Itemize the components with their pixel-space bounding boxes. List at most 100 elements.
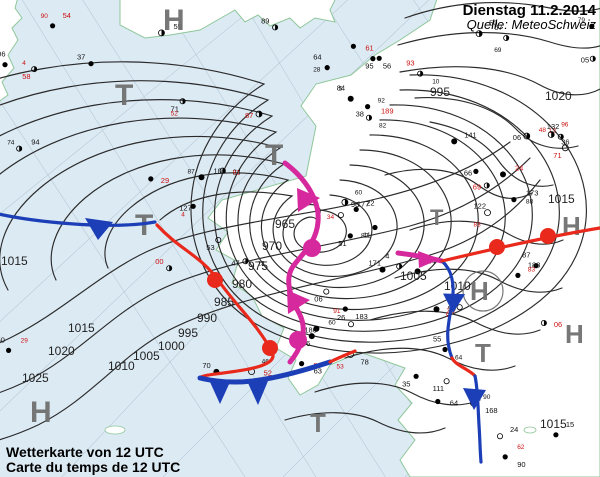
svg-text:26: 26 [337, 313, 345, 322]
svg-text:T: T [115, 79, 133, 112]
svg-text:141: 141 [464, 130, 477, 139]
svg-text:38: 38 [356, 110, 364, 119]
svg-text:66: 66 [464, 168, 472, 177]
svg-text:H: H [565, 319, 584, 349]
svg-text:1015: 1015 [540, 417, 567, 431]
svg-text:71: 71 [553, 151, 561, 160]
svg-text:70: 70 [202, 361, 210, 370]
svg-text:122: 122 [474, 202, 487, 211]
svg-text:58: 58 [22, 72, 30, 81]
svg-text:64: 64 [450, 399, 458, 408]
svg-text:56: 56 [383, 62, 391, 71]
svg-text:4: 4 [181, 211, 185, 218]
svg-text:88: 88 [526, 199, 534, 206]
svg-text:87: 87 [522, 251, 530, 260]
svg-text:995: 995 [430, 85, 450, 99]
svg-text:34: 34 [327, 214, 335, 221]
svg-text:15: 15 [566, 420, 574, 429]
svg-text:60: 60 [328, 320, 336, 327]
svg-text:05: 05 [581, 56, 589, 65]
svg-text:22: 22 [366, 198, 374, 207]
svg-text:48: 48 [539, 127, 547, 134]
svg-text:64: 64 [455, 355, 463, 362]
svg-text:24: 24 [515, 163, 523, 172]
svg-text:51: 51 [338, 239, 346, 248]
svg-text:94: 94 [31, 138, 39, 147]
svg-text:74: 74 [7, 140, 15, 147]
svg-text:83: 83 [474, 222, 482, 229]
svg-text:189: 189 [381, 107, 394, 116]
svg-text:970: 970 [262, 239, 282, 253]
svg-text:82: 82 [379, 123, 387, 130]
svg-text:24: 24 [510, 425, 518, 434]
svg-text:1015: 1015 [68, 321, 95, 335]
svg-text:111: 111 [433, 384, 444, 393]
svg-text:87: 87 [188, 168, 196, 175]
svg-text:90: 90 [41, 13, 49, 20]
svg-text:52: 52 [171, 110, 179, 117]
svg-text:168: 168 [485, 406, 498, 415]
svg-text:1020: 1020 [48, 344, 75, 358]
svg-text:37: 37 [77, 53, 85, 62]
svg-text:69: 69 [494, 47, 502, 54]
svg-text:62: 62 [517, 444, 525, 451]
svg-text:61: 61 [365, 43, 373, 52]
svg-text:T: T [265, 139, 283, 172]
svg-text:1000: 1000 [158, 339, 185, 353]
svg-text:173: 173 [526, 189, 539, 198]
svg-text:106: 106 [0, 50, 6, 59]
svg-text:47: 47 [231, 258, 239, 267]
svg-text:28: 28 [313, 67, 321, 74]
svg-text:1005: 1005 [133, 349, 160, 363]
svg-text:1020: 1020 [545, 89, 572, 103]
svg-text:T: T [475, 338, 491, 368]
svg-text:H: H [30, 396, 52, 429]
svg-text:50: 50 [0, 335, 5, 344]
svg-text:1005: 1005 [400, 269, 427, 283]
svg-text:06: 06 [554, 320, 562, 329]
svg-text:Wetterkarte von 12 UTC: Wetterkarte von 12 UTC [6, 444, 164, 460]
svg-text:29: 29 [21, 337, 29, 344]
svg-text:H: H [163, 4, 185, 37]
svg-text:36: 36 [561, 138, 569, 147]
svg-text:H: H [470, 276, 489, 306]
svg-text:1015: 1015 [1, 254, 28, 268]
svg-text:80: 80 [361, 233, 369, 240]
svg-text:55: 55 [433, 335, 441, 344]
svg-text:83: 83 [528, 266, 536, 273]
svg-text:96: 96 [561, 122, 569, 129]
svg-text:4: 4 [22, 60, 26, 67]
svg-text:29: 29 [161, 176, 169, 185]
svg-text:1025: 1025 [22, 371, 49, 385]
svg-text:Quelle: MeteoSchweiz: Quelle: MeteoSchweiz [467, 17, 597, 32]
svg-text:965: 965 [275, 217, 295, 231]
svg-text:64: 64 [313, 53, 321, 62]
svg-text:69: 69 [473, 183, 481, 192]
svg-text:171: 171 [369, 259, 382, 268]
svg-text:T: T [430, 205, 444, 230]
svg-text:1015: 1015 [548, 192, 575, 206]
svg-text:87: 87 [245, 111, 253, 120]
svg-text:91: 91 [233, 170, 241, 177]
svg-text:06: 06 [513, 133, 521, 142]
svg-text:1010: 1010 [108, 359, 135, 373]
svg-text:4: 4 [385, 251, 389, 260]
svg-text:980: 980 [232, 277, 252, 291]
svg-text:183: 183 [355, 312, 368, 321]
svg-text:93: 93 [406, 59, 414, 68]
svg-text:975: 975 [248, 259, 268, 273]
svg-text:89: 89 [261, 16, 269, 25]
svg-text:990: 990 [197, 311, 217, 325]
svg-text:54: 54 [63, 11, 71, 20]
svg-text:06: 06 [314, 295, 322, 304]
svg-text:60: 60 [355, 189, 363, 196]
svg-text:92: 92 [378, 98, 386, 105]
svg-text:1010: 1010 [444, 279, 471, 293]
svg-text:95: 95 [365, 61, 373, 70]
svg-text:Carte du temps de 12 UTC: Carte du temps de 12 UTC [6, 459, 180, 475]
svg-text:53: 53 [206, 243, 214, 252]
svg-text:90: 90 [517, 460, 525, 469]
svg-text:H: H [562, 211, 581, 241]
svg-text:T: T [310, 408, 326, 438]
svg-text:78: 78 [361, 358, 369, 367]
